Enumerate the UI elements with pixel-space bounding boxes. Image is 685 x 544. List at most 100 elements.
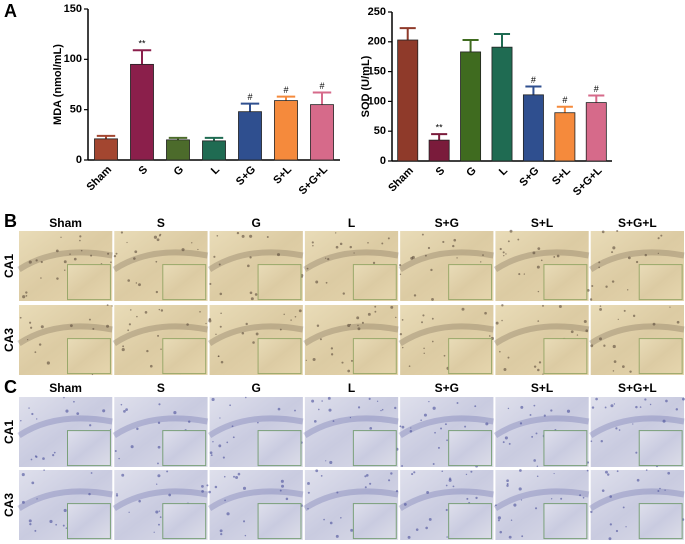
cell xyxy=(579,494,582,497)
cell xyxy=(603,344,606,347)
cell-layer xyxy=(207,249,304,273)
cell xyxy=(442,240,445,244)
column-header: S+G xyxy=(435,216,459,230)
cell xyxy=(482,254,484,256)
cell-layer xyxy=(398,249,494,273)
cell xyxy=(461,307,465,311)
cell xyxy=(329,521,333,525)
cell xyxy=(415,528,419,531)
cell xyxy=(222,456,225,459)
cell xyxy=(576,334,579,336)
cell xyxy=(31,412,34,416)
cell-layer xyxy=(398,488,494,512)
cell xyxy=(257,421,259,424)
x-tick-label: Sham xyxy=(84,164,114,194)
cell xyxy=(413,294,417,297)
cell xyxy=(558,305,562,308)
cell xyxy=(618,429,621,431)
cell xyxy=(381,408,384,411)
y-tick-label: 100 xyxy=(368,95,386,107)
cell xyxy=(669,306,671,308)
cell xyxy=(376,400,379,402)
y-tick-label: 0 xyxy=(76,154,82,166)
cell xyxy=(402,346,404,349)
cell-layer xyxy=(207,323,304,347)
column-header: S+G+L xyxy=(618,381,657,395)
cell xyxy=(497,516,501,520)
cell xyxy=(69,324,73,328)
cell xyxy=(533,459,536,462)
cell xyxy=(315,280,319,284)
cell xyxy=(495,321,499,325)
cell xyxy=(387,237,390,240)
bar xyxy=(238,111,262,161)
cell xyxy=(372,261,376,265)
significance-label: # xyxy=(562,95,567,105)
cell xyxy=(632,423,634,425)
cell xyxy=(591,406,595,409)
cell xyxy=(335,232,337,234)
cell xyxy=(219,325,222,328)
cell xyxy=(157,421,161,425)
cell xyxy=(532,251,536,255)
cell xyxy=(480,261,482,263)
cell xyxy=(529,414,532,416)
x-tick-label: L xyxy=(209,164,222,177)
cell xyxy=(110,261,112,264)
cell xyxy=(622,365,625,368)
cell xyxy=(226,512,230,516)
x-tick-label: S+G+L xyxy=(571,164,605,198)
column-header: Sham xyxy=(49,381,82,395)
cell xyxy=(245,322,248,326)
cell xyxy=(107,252,110,255)
cell xyxy=(423,352,425,355)
cell xyxy=(503,368,507,371)
cell xyxy=(466,497,469,500)
cell xyxy=(409,430,413,433)
cell xyxy=(367,312,371,316)
cell xyxy=(612,370,615,372)
cell xyxy=(652,322,656,326)
inset xyxy=(448,264,493,301)
cell xyxy=(644,253,648,257)
cell xyxy=(350,359,353,362)
cell xyxy=(281,484,285,488)
cell xyxy=(88,492,91,496)
inset xyxy=(257,503,302,540)
cell xyxy=(226,441,229,444)
cell xyxy=(325,281,328,284)
cell xyxy=(166,470,169,473)
cell xyxy=(657,237,660,240)
column-header: L xyxy=(348,216,355,230)
cell xyxy=(276,253,281,257)
cell xyxy=(277,407,281,411)
cell xyxy=(665,399,668,403)
cell xyxy=(156,238,160,242)
cell xyxy=(120,231,124,234)
column-header: L xyxy=(348,381,355,395)
cell xyxy=(55,249,59,253)
cell xyxy=(249,291,253,295)
cell xyxy=(206,484,209,487)
cell xyxy=(357,327,361,331)
cell-layer xyxy=(493,323,590,347)
cell xyxy=(113,254,117,258)
cell xyxy=(361,321,364,324)
cell xyxy=(347,369,351,373)
cell xyxy=(437,446,440,449)
significance-label: ** xyxy=(138,39,146,49)
cell xyxy=(612,246,616,250)
cell xyxy=(610,404,614,408)
cell xyxy=(328,408,332,412)
cell xyxy=(499,530,503,534)
cell xyxy=(136,427,139,431)
inset xyxy=(257,338,302,375)
x-tick-label: L xyxy=(497,165,510,178)
cell xyxy=(649,403,652,406)
cell xyxy=(509,229,513,233)
cell xyxy=(403,503,407,506)
bar xyxy=(130,63,154,161)
cell xyxy=(452,244,455,248)
cell xyxy=(220,312,222,315)
